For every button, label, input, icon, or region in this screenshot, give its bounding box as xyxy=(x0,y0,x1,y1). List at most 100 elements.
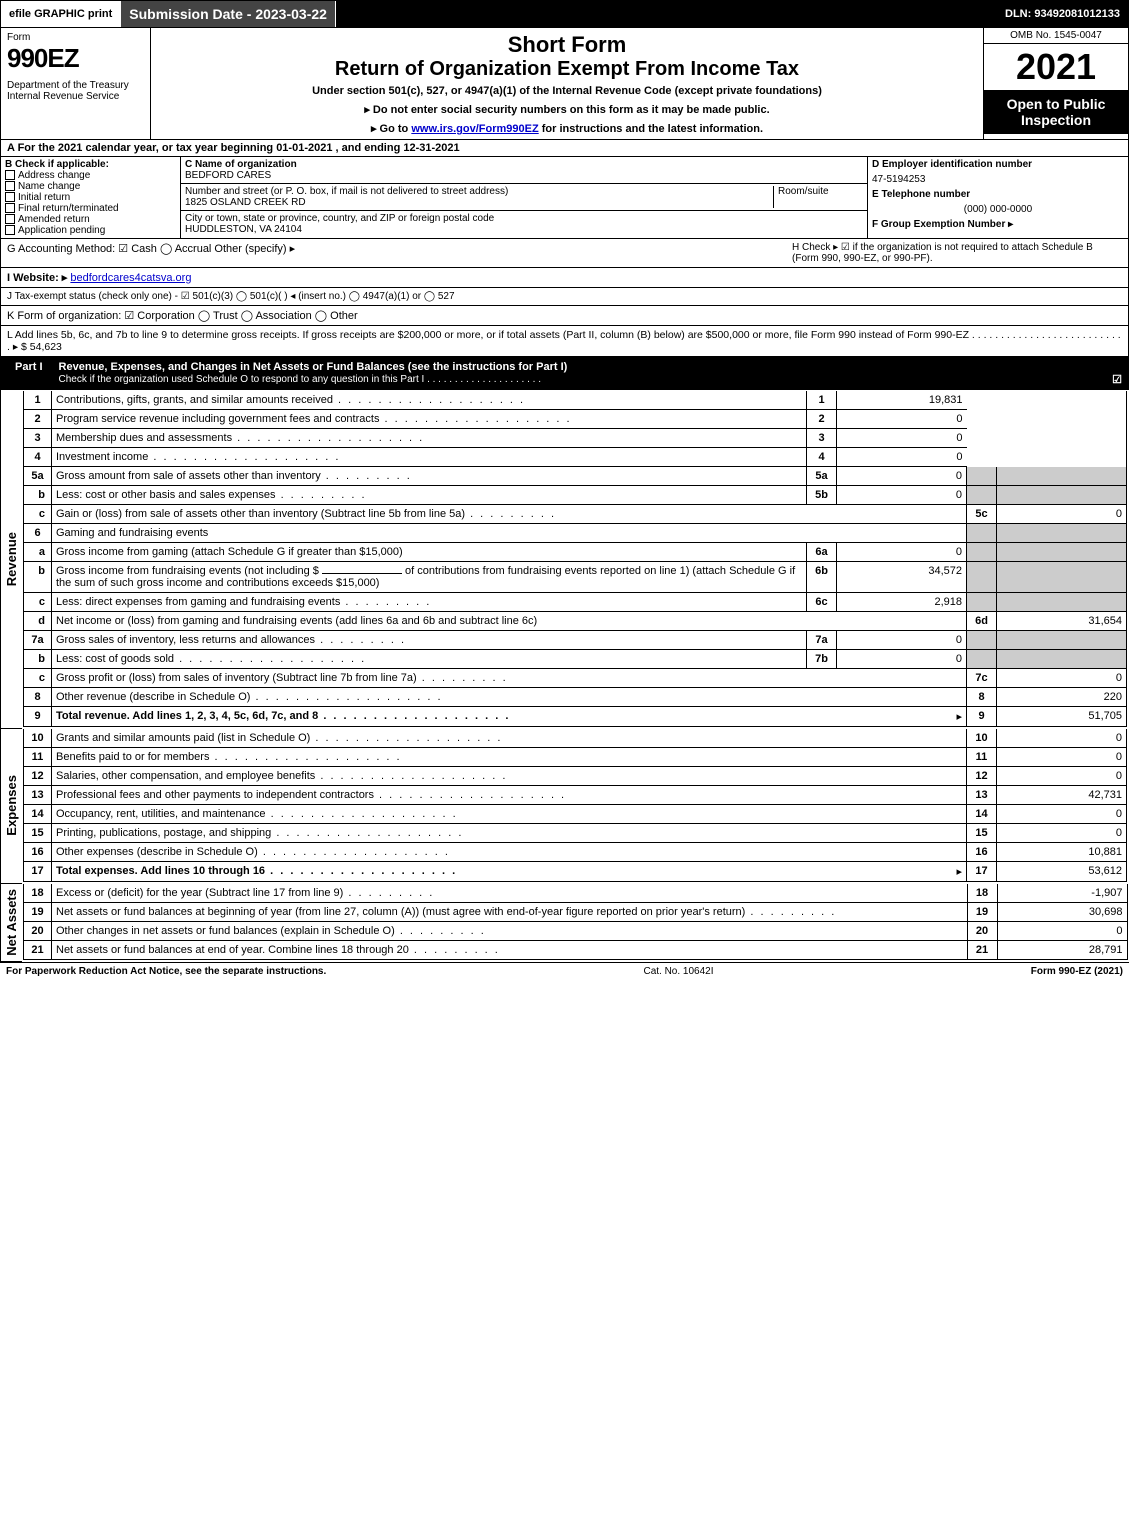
line-5b: bLess: cost or other basis and sales exp… xyxy=(24,486,1127,505)
website-link[interactable]: bedfordcares4catsva.org xyxy=(70,272,191,284)
form-number: 990EZ xyxy=(7,43,144,74)
line-17: 17Total expenses. Add lines 10 through 1… xyxy=(24,862,1127,882)
netassets-lines: 18Excess or (deficit) for the year (Subt… xyxy=(23,884,1128,960)
E-label: E Telephone number xyxy=(872,189,1124,200)
section-A: A For the 2021 calendar year, or tax yea… xyxy=(0,139,1129,156)
F-label: F Group Exemption Number ▸ xyxy=(872,219,1124,230)
section-DEF: D Employer identification number 47-5194… xyxy=(868,157,1128,238)
footer-mid: Cat. No. 10642I xyxy=(326,966,1030,977)
line-2: 2Program service revenue including gover… xyxy=(24,410,1127,429)
subtitle: Under section 501(c), 527, or 4947(a)(1)… xyxy=(157,85,977,97)
org-street: 1825 OSLAND CREEK RD xyxy=(185,197,306,208)
header-right: OMB No. 1545-0047 2021 Open to Public In… xyxy=(983,28,1128,139)
expenses-vlabel: Expenses xyxy=(2,773,21,838)
line-19: 19Net assets or fund balances at beginni… xyxy=(24,903,1128,922)
line-18: 18Excess or (deficit) for the year (Subt… xyxy=(24,884,1128,903)
line-8: 8Other revenue (describe in Schedule O)8… xyxy=(24,688,1127,707)
section-B: B Check if applicable: Address change Na… xyxy=(1,157,181,238)
B-title: B Check if applicable: xyxy=(5,159,176,170)
chk-address[interactable]: Address change xyxy=(5,170,176,181)
room-suite-label: Room/suite xyxy=(773,186,863,208)
section-G: G Accounting Method: ☑ Cash ◯ Accrual Ot… xyxy=(7,242,792,264)
netassets-vlabel: Net Assets xyxy=(2,887,21,958)
schO-check: ☑ xyxy=(1112,373,1122,386)
line-11: 11Benefits paid to or for members110 xyxy=(24,748,1127,767)
submission-date: Submission Date - 2023-03-22 xyxy=(121,1,336,27)
line-4: 4Investment income40 xyxy=(24,448,1127,467)
org-name: BEDFORD CARES xyxy=(185,170,271,181)
org-city: HUDDLESTON, VA 24104 xyxy=(185,224,302,235)
line-1: 1Contributions, gifts, grants, and simil… xyxy=(24,391,1127,410)
part-I-label: Part I xyxy=(7,361,51,386)
main-title: Return of Organization Exempt From Incom… xyxy=(157,58,977,81)
page-footer: For Paperwork Reduction Act Notice, see … xyxy=(0,962,1129,980)
D-label: D Employer identification number xyxy=(872,159,1124,170)
C-street-label: Number and street (or P. O. box, if mail… xyxy=(185,186,508,197)
short-form-title: Short Form xyxy=(157,32,977,58)
chk-final[interactable]: Final return/terminated xyxy=(5,203,176,214)
line-7c: cGross profit or (loss) from sales of in… xyxy=(24,669,1127,688)
header-center: Short Form Return of Organization Exempt… xyxy=(151,28,983,139)
omb-number: OMB No. 1545-0047 xyxy=(984,28,1128,44)
goto-suffix: for instructions and the latest informat… xyxy=(539,123,763,135)
part-I-header: Part I Revenue, Expenses, and Changes in… xyxy=(0,357,1129,390)
line-6d: dNet income or (loss) from gaming and fu… xyxy=(24,612,1127,631)
line-12: 12Salaries, other compensation, and empl… xyxy=(24,767,1127,786)
line-6: 6Gaming and fundraising events xyxy=(24,524,1127,543)
line-21: 21Net assets or fund balances at end of … xyxy=(24,941,1128,960)
chk-pending[interactable]: Application pending xyxy=(5,225,176,236)
expenses-lines: 10Grants and similar amounts paid (list … xyxy=(23,729,1127,882)
revenue-vlabel: Revenue xyxy=(2,530,21,588)
lines-outer: Revenue 1Contributions, gifts, grants, a… xyxy=(0,390,1129,962)
top-bar: efile GRAPHIC print Submission Date - 20… xyxy=(0,0,1129,28)
line-5a: 5aGross amount from sale of assets other… xyxy=(24,467,1127,486)
section-C: C Name of organization BEDFORD CARES Num… xyxy=(181,157,868,238)
line-7b: bLess: cost of goods sold7b0 xyxy=(24,650,1127,669)
line-6c: cLess: direct expenses from gaming and f… xyxy=(24,593,1127,612)
open-to-public: Open to Public Inspection xyxy=(984,90,1128,134)
section-I: I Website: ▸ bedfordcares4catsva.org xyxy=(0,267,1129,287)
line-6a: aGross income from gaming (attach Schedu… xyxy=(24,543,1127,562)
line-13: 13Professional fees and other payments t… xyxy=(24,786,1127,805)
line-5c: cGain or (loss) from sale of assets othe… xyxy=(24,505,1127,524)
line-10: 10Grants and similar amounts paid (list … xyxy=(24,729,1127,748)
goto-prefix: ▸ Go to xyxy=(371,123,411,135)
footer-right: Form 990-EZ (2021) xyxy=(1031,966,1123,977)
efile-label: efile GRAPHIC print xyxy=(1,1,121,27)
line-9: 9Total revenue. Add lines 1, 2, 3, 4, 5c… xyxy=(24,707,1127,727)
chk-name[interactable]: Name change xyxy=(5,181,176,192)
goto-note: ▸ Go to www.irs.gov/Form990EZ for instru… xyxy=(157,122,977,135)
chk-amended[interactable]: Amended return xyxy=(5,214,176,225)
tax-year: 2021 xyxy=(984,44,1128,90)
line-14: 14Occupancy, rent, utilities, and mainte… xyxy=(24,805,1127,824)
line-16: 16Other expenses (describe in Schedule O… xyxy=(24,843,1127,862)
part-I-title: Revenue, Expenses, and Changes in Net As… xyxy=(59,361,568,373)
I-label: I Website: ▸ xyxy=(7,272,67,284)
line-3: 3Membership dues and assessments30 xyxy=(24,429,1127,448)
C-name-label: C Name of organization xyxy=(185,159,297,170)
GH-row: G Accounting Method: ☑ Cash ◯ Accrual Ot… xyxy=(0,238,1129,267)
section-J: J Tax-exempt status (check only one) - ☑… xyxy=(0,287,1129,305)
part-I-sub: Check if the organization used Schedule … xyxy=(59,374,541,385)
dln-label: DLN: 93492081012133 xyxy=(997,1,1128,27)
line-6b: bGross income from fundraising events (n… xyxy=(24,562,1127,593)
irs-link[interactable]: www.irs.gov/Form990EZ xyxy=(411,123,538,135)
chk-initial[interactable]: Initial return xyxy=(5,192,176,203)
form-label: Form xyxy=(7,32,144,43)
section-K: K Form of organization: ☑ Corporation ◯ … xyxy=(0,305,1129,325)
header-left: Form 990EZ Department of the Treasury In… xyxy=(1,28,151,139)
section-H: H Check ▸ ☑ if the organization is not r… xyxy=(792,242,1122,264)
revenue-lines: 1Contributions, gifts, grants, and simil… xyxy=(23,391,1127,727)
dept-label: Department of the Treasury Internal Reve… xyxy=(7,80,144,102)
bcdef-block: B Check if applicable: Address change Na… xyxy=(0,156,1129,238)
line-20: 20Other changes in net assets or fund ba… xyxy=(24,922,1128,941)
ssn-note: ▸ Do not enter social security numbers o… xyxy=(157,103,977,116)
ein-value: 47-5194253 xyxy=(872,174,1124,185)
form-header: Form 990EZ Department of the Treasury In… xyxy=(0,28,1129,139)
footer-left: For Paperwork Reduction Act Notice, see … xyxy=(6,966,326,977)
line-7a: 7aGross sales of inventory, less returns… xyxy=(24,631,1127,650)
section-L: L Add lines 5b, 6c, and 7b to line 9 to … xyxy=(0,325,1129,357)
phone-value: (000) 000-0000 xyxy=(872,204,1124,215)
line-15: 15Printing, publications, postage, and s… xyxy=(24,824,1127,843)
C-city-label: City or town, state or province, country… xyxy=(185,213,494,224)
